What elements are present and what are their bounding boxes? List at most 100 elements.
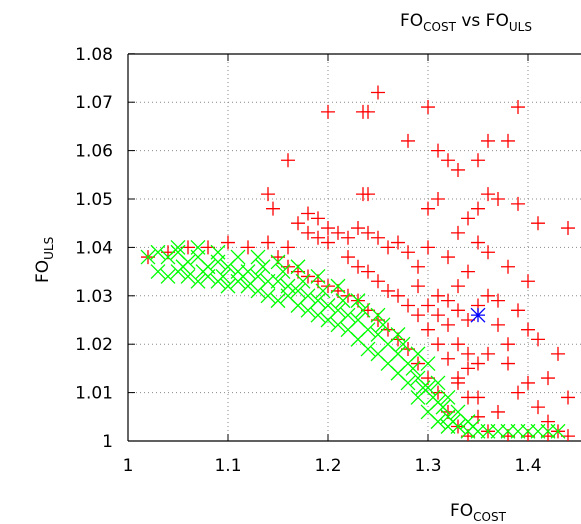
cross-point bbox=[370, 307, 386, 323]
cross-point bbox=[290, 259, 306, 275]
plus-point bbox=[551, 346, 565, 361]
plus-point bbox=[521, 274, 535, 289]
plus-point bbox=[281, 240, 295, 255]
x-tick-label: 1.1 bbox=[214, 456, 241, 476]
plus-point bbox=[441, 153, 455, 168]
plus-point bbox=[371, 230, 385, 245]
plus-point bbox=[461, 361, 475, 376]
plus-point bbox=[401, 245, 415, 260]
cross-point bbox=[270, 273, 286, 289]
cross-point bbox=[395, 336, 411, 352]
cross-point bbox=[430, 414, 446, 430]
cross-point bbox=[300, 302, 316, 318]
cross-point bbox=[445, 414, 461, 430]
plus-point bbox=[481, 288, 495, 303]
cross-point bbox=[270, 254, 286, 270]
plus-point bbox=[321, 235, 335, 250]
y-tick-label: 1.02 bbox=[75, 335, 113, 355]
plus-point bbox=[311, 211, 325, 226]
plus-point bbox=[361, 264, 375, 279]
cross-point bbox=[350, 293, 366, 309]
cross-point bbox=[290, 283, 306, 299]
plus-point bbox=[531, 216, 545, 231]
plus-point bbox=[491, 404, 505, 419]
plus-point bbox=[481, 187, 495, 202]
x-axis-title: FOCOST bbox=[450, 501, 507, 524]
cross-point bbox=[310, 268, 326, 284]
plus-point bbox=[531, 332, 545, 347]
y-tick-label: 1.04 bbox=[75, 238, 113, 258]
x-tick-label: 1.2 bbox=[314, 456, 341, 476]
plus-point bbox=[461, 390, 475, 405]
cross-point bbox=[420, 356, 436, 372]
cross-point bbox=[190, 239, 206, 255]
cross-point bbox=[150, 264, 166, 280]
plus-point bbox=[351, 259, 365, 274]
cross-point bbox=[260, 288, 276, 304]
cross-point bbox=[275, 264, 291, 280]
cross-point bbox=[355, 302, 371, 318]
plus-point bbox=[511, 303, 525, 318]
y-tick-label: 1.07 bbox=[75, 93, 113, 113]
plus-point bbox=[401, 133, 415, 148]
y-tick-label: 1.03 bbox=[75, 287, 113, 307]
cross-point bbox=[315, 283, 331, 299]
chart-title: FOCOST vs FOULS bbox=[400, 11, 532, 34]
plus-point bbox=[371, 85, 385, 100]
grid-lines bbox=[128, 54, 581, 441]
plus-point bbox=[391, 235, 405, 250]
plus-point bbox=[221, 235, 235, 250]
plus-point bbox=[501, 259, 515, 274]
plus-point bbox=[411, 308, 425, 323]
plus-point bbox=[266, 201, 280, 216]
plus-point bbox=[511, 196, 525, 211]
plus-point bbox=[431, 192, 445, 206]
plus-point bbox=[421, 201, 435, 216]
plus-point bbox=[261, 187, 275, 202]
x-tick-label: 1.3 bbox=[414, 456, 441, 476]
plus-point bbox=[501, 337, 515, 352]
plus-point bbox=[451, 225, 465, 240]
plus-point bbox=[431, 143, 445, 158]
plus-point bbox=[291, 216, 305, 231]
x-tick-label: 1.4 bbox=[514, 456, 541, 476]
cross-point bbox=[190, 273, 206, 289]
plus-point bbox=[471, 235, 485, 250]
cross-point bbox=[230, 249, 246, 265]
cross-point bbox=[390, 327, 406, 342]
plus-point bbox=[451, 371, 465, 386]
x-tick-labels: 1 1.1 1.2 1.3 1.4 bbox=[123, 456, 542, 476]
plus-point bbox=[481, 245, 495, 260]
plus-point bbox=[491, 192, 505, 206]
plus-point bbox=[541, 414, 555, 429]
plus-point bbox=[471, 201, 485, 216]
cross-point bbox=[375, 317, 391, 333]
cross-point bbox=[250, 283, 266, 299]
plus-point bbox=[461, 346, 475, 361]
plus-point bbox=[441, 351, 455, 366]
cross-point bbox=[175, 259, 191, 275]
cross-point bbox=[140, 249, 156, 265]
cross-point bbox=[430, 375, 446, 391]
cross-point bbox=[295, 273, 311, 289]
x-tick-label: 1 bbox=[123, 456, 134, 476]
cross-point bbox=[255, 259, 271, 275]
plus-point bbox=[451, 279, 465, 294]
plus-point bbox=[511, 100, 525, 115]
cross-point bbox=[150, 244, 166, 260]
plus-point bbox=[541, 371, 555, 386]
plus-point bbox=[511, 385, 525, 400]
plus-point bbox=[461, 211, 475, 226]
plus-point bbox=[561, 221, 575, 236]
cross-point bbox=[440, 389, 456, 405]
cross-point bbox=[435, 399, 451, 415]
cross-point bbox=[235, 268, 251, 284]
data-points bbox=[140, 85, 575, 441]
plus-point bbox=[531, 400, 545, 415]
cross-point bbox=[220, 278, 236, 294]
plus-point bbox=[361, 225, 375, 240]
cross-point bbox=[360, 341, 376, 357]
y-tick-label: 1.05 bbox=[75, 190, 113, 210]
y-tick-label: 1.08 bbox=[75, 45, 113, 65]
plus-point bbox=[451, 303, 465, 318]
